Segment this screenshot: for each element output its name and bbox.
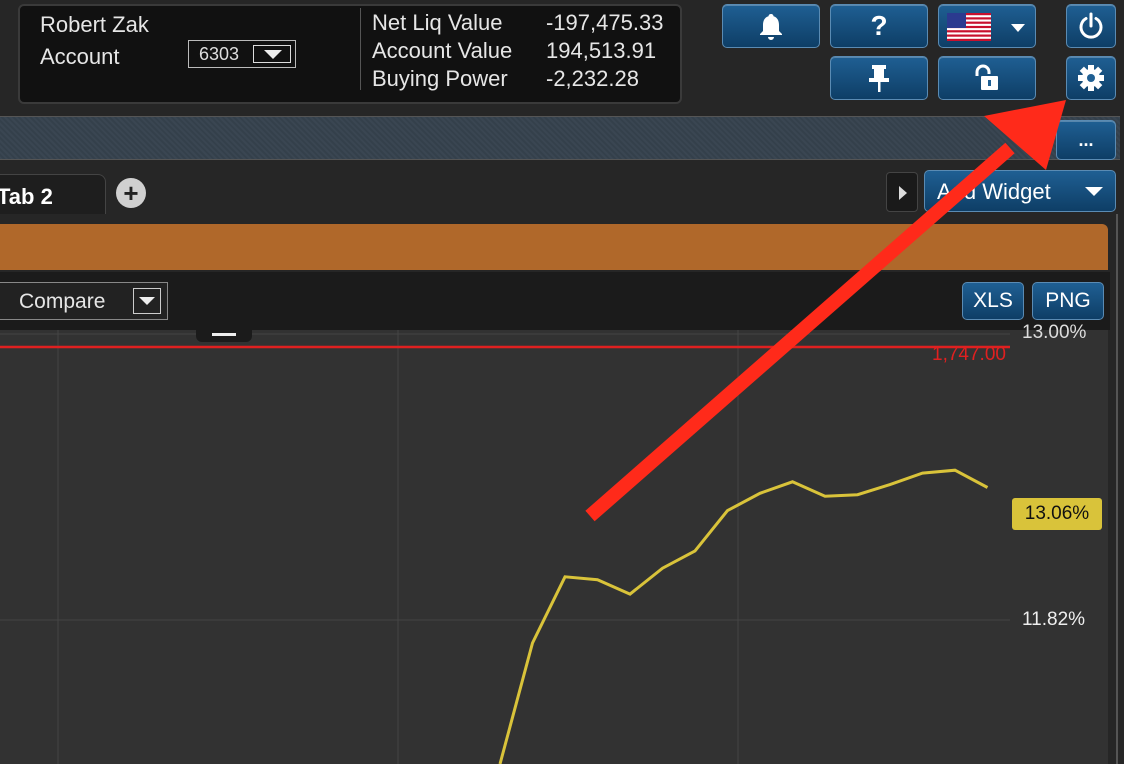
account-holder-name: Robert Zak (40, 12, 149, 37)
pin-button[interactable] (830, 56, 928, 100)
add-widget-button[interactable]: Add Widget (924, 170, 1116, 212)
net-liq-value: -197,475.33 (546, 10, 664, 35)
export-png-button[interactable]: PNG (1032, 282, 1104, 320)
account-number: 6303 (199, 44, 240, 64)
bell-icon (723, 5, 819, 47)
account-selector[interactable]: 6303 (188, 40, 296, 68)
account-summary-panel: Robert Zak Account 6303 Net Liq Value -1… (18, 4, 682, 104)
buying-power-value: -2,232.28 (546, 66, 639, 91)
question-icon: ? (870, 10, 888, 41)
account-value-label: Account Value (372, 38, 513, 63)
account-value-value: 194,513.91 (546, 38, 657, 63)
language-selector[interactable] (938, 4, 1036, 48)
collapse-handle[interactable] (196, 326, 252, 342)
us-flag-icon (947, 13, 991, 46)
power-icon (1067, 5, 1115, 47)
help-button[interactable]: ? (830, 4, 928, 48)
chevron-down-icon[interactable] (253, 45, 291, 63)
pin-icon (831, 57, 927, 99)
unlock-icon (939, 57, 1035, 99)
chart-plot-area (0, 330, 1108, 764)
settings-button[interactable] (1066, 56, 1116, 100)
toolbar-strip (0, 116, 1120, 160)
tab-2[interactable]: Tab 2 (0, 174, 106, 214)
export-xls-button[interactable]: XLS (962, 282, 1024, 320)
compare-dropdown[interactable]: Compare (0, 282, 168, 320)
y-axis-label-mid: 11.82% (1022, 609, 1086, 630)
chevron-down-icon (133, 288, 161, 314)
reference-line-value: 1,747.00 (932, 344, 1006, 365)
logout-button[interactable] (1066, 4, 1116, 48)
current-value-tag: 13.06% (1012, 498, 1102, 530)
buying-power-label: Buying Power (372, 66, 508, 91)
ellipsis-icon: ... (1078, 129, 1094, 150)
chevron-down-icon (1011, 24, 1025, 32)
panel-divider (360, 8, 361, 90)
compare-label: Compare (19, 290, 106, 313)
alerts-button[interactable] (722, 4, 820, 48)
tab-scroll-right-button[interactable] (886, 172, 918, 212)
y-axis-label-top: 13.00% (1022, 322, 1087, 343)
more-button[interactable]: ... (1056, 120, 1116, 160)
widget-header-bar (0, 224, 1108, 270)
account-label: Account (40, 44, 120, 69)
net-liq-label: Net Liq Value (372, 10, 503, 35)
add-tab-button[interactable]: + (116, 178, 146, 208)
lock-button[interactable] (938, 56, 1036, 100)
gear-icon (1067, 57, 1115, 99)
widget-container (0, 214, 1118, 764)
